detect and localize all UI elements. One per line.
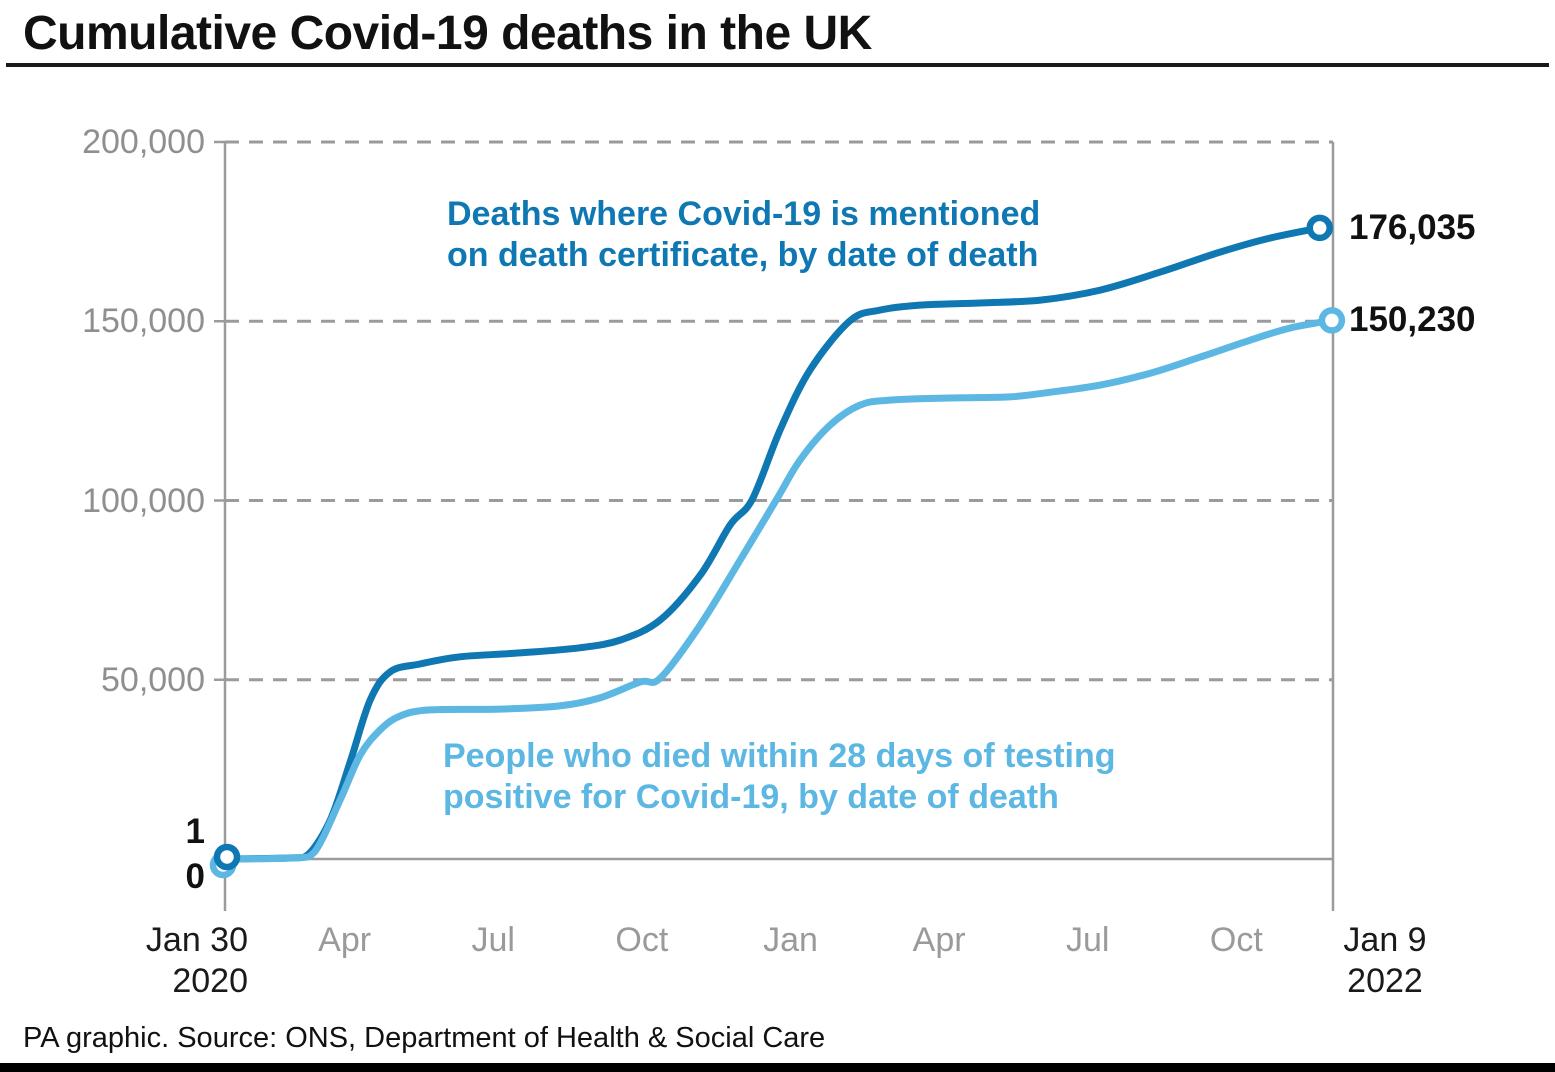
annotation-line: on death certificate, by date of death: [447, 236, 1039, 274]
title-rule: [6, 63, 1549, 67]
annotation-certificate: Deaths where Covid-19 is mentioned on de…: [447, 194, 1040, 276]
annotation-line: positive for Covid-19, by date of death: [443, 778, 1059, 816]
series-line-certificate: [221, 224, 1324, 863]
source-attribution: PA graphic. Source: ONS, Department of H…: [23, 1022, 826, 1054]
data-point-marker-end-certificate: [1306, 214, 1333, 242]
annotation-line: People who died within 28 days of testin…: [443, 737, 1116, 775]
annotation-28day: People who died within 28 days of testin…: [443, 736, 1116, 818]
bottom-bar: [0, 1063, 1555, 1072]
data-point-marker-start-certificate: [213, 843, 241, 871]
annotation-line: Deaths where Covid-19 is mentioned: [447, 195, 1041, 233]
series-line-28day: [221, 316, 1336, 863]
data-point-marker-end-28day: [1318, 307, 1346, 334]
page-title: Cumulative Covid-19 deaths in the UK: [23, 7, 872, 60]
